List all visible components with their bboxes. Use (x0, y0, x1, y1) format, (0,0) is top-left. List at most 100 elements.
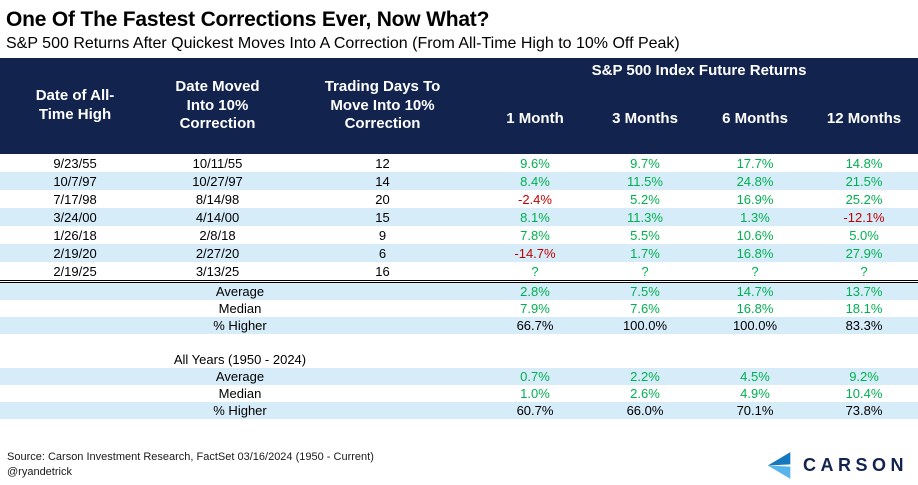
cell: 9.7% (630, 155, 660, 171)
table-row: 1/26/18 2/8/18 9 7.8% 5.5% 10.6% 5.0% (0, 226, 918, 244)
cell: 1.7% (590, 244, 700, 262)
chart-title: One Of The Fastest Corrections Ever, Now… (6, 8, 490, 31)
cell: 7.6% (630, 301, 660, 316)
cell: 2.2% (590, 368, 700, 385)
summary-label: % Higher (0, 317, 480, 334)
summary-label: Median (218, 386, 262, 401)
cell: 1.3% (700, 208, 810, 226)
footer: Source: Carson Investment Research, Fact… (7, 450, 908, 480)
cell: 100.0% (590, 317, 700, 334)
header-months-row: 1 Month 3 Months 6 Months 12 Months (0, 85, 918, 154)
cell: 4.5% (700, 368, 810, 385)
cell: 4.9% (740, 386, 770, 401)
cell: 2/27/20 (150, 244, 285, 262)
carson-logo-text: CARSON (802, 454, 908, 475)
cell: 10.4% (845, 386, 883, 401)
table-row: 10/7/97 10/27/97 14 8.4% 11.5% 24.8% 21.… (0, 172, 918, 190)
cell: 83.3% (810, 317, 918, 334)
cell: 0.7% (480, 368, 590, 385)
cell: 24.8% (700, 172, 810, 190)
cell: 9/23/55 (53, 155, 97, 171)
cell: 3/24/00 (0, 208, 150, 226)
cell: 16.9% (736, 191, 774, 207)
chart-subtitle: S&P 500 Returns After Quickest Moves Int… (6, 35, 680, 52)
summary-row-pct-higher: % Higher 60.7% 66.0% 70.1% 73.8% (0, 402, 918, 419)
col-header-trading-days: Trading Days To Move Into 10% Correction (285, 58, 480, 154)
cell: 17.7% (736, 155, 774, 171)
cell: 18.1% (845, 301, 883, 316)
table-row: 7/17/98 8/14/98 20 -2.4% 5.2% 16.9% 25.2… (0, 190, 918, 208)
cell: 16.8% (736, 301, 774, 316)
cell: 3/13/25 (195, 263, 240, 279)
cell: 14.8% (845, 155, 883, 171)
cell: 6 (285, 244, 480, 262)
cell: 73.8% (810, 402, 918, 419)
carson-logo: CARSON (767, 451, 908, 479)
table-row: 9/23/55 10/11/55 12 9.6% 9.7% 17.7% 14.8… (0, 154, 918, 172)
cell: 66.0% (590, 402, 700, 419)
cell: 70.1% (700, 402, 810, 419)
cell: 10/7/97 (0, 172, 150, 190)
col-header-1-month: 1 Month (480, 85, 590, 154)
cell: 11.5% (590, 172, 700, 190)
col-header-correction-date: Date Moved Into 10% Correction (150, 58, 285, 154)
cell: 14.7% (700, 280, 810, 300)
cell: 60.7% (480, 402, 590, 419)
cell: 7.5% (590, 280, 700, 300)
table-row: 2/19/20 2/27/20 6 -14.7% 1.7% 16.8% 27.9… (0, 244, 918, 262)
cell: ? (531, 263, 539, 279)
summary-label: Average (0, 368, 480, 385)
summary-row-average: Average 0.7% 2.2% 4.5% 9.2% (0, 368, 918, 385)
cell: ? (751, 263, 759, 279)
cell: 2/8/18 (199, 227, 236, 243)
cell: -14.7% (480, 244, 590, 262)
cell: 9 (378, 227, 387, 243)
cell: 9.6% (520, 155, 550, 171)
cell: 7.8% (520, 227, 550, 243)
cell: 16.8% (700, 244, 810, 262)
summary-row-average: Average 2.8% 7.5% 14.7% 13.7% (0, 280, 918, 300)
cell: -2.4% (518, 191, 552, 207)
cell: 2/19/25 (53, 263, 97, 279)
cell: 10/11/55 (192, 155, 243, 171)
cell: 20 (375, 191, 390, 207)
summary-label: Median (218, 301, 262, 316)
all-years-section-label: All Years (1950 - 2024) (173, 352, 307, 367)
cell: 2.8% (480, 280, 590, 300)
cell: 10.6% (736, 227, 774, 243)
table-row: 2/19/25 3/13/25 16 ? ? ? ? (0, 262, 918, 282)
cell: 12 (375, 155, 390, 171)
cell: 14 (285, 172, 480, 190)
cell: ? (641, 263, 649, 279)
header-group-label: S&P 500 Index Future Returns (480, 58, 918, 85)
summary-row-median: Median 1.0% 2.6% 4.9% 10.4% (0, 385, 918, 402)
cell: 8.4% (480, 172, 590, 190)
cell: 8.1% (480, 208, 590, 226)
all-years-section-row: All Years (1950 - 2024) (0, 351, 918, 368)
cell: 25.2% (845, 191, 883, 207)
summary-label: % Higher (0, 402, 480, 419)
cell: 1/26/18 (53, 227, 97, 243)
summary-label: Average (0, 280, 480, 300)
col-header-ath-date: Date of All- Time High (0, 58, 150, 154)
cell: 11.3% (590, 208, 700, 226)
table-header: Date of All- Time High Date Moved Into 1… (0, 58, 918, 154)
summary-row-median: Median 7.9% 7.6% 16.8% 18.1% (0, 300, 918, 317)
source-line: Source: Carson Investment Research, Fact… (7, 451, 374, 464)
col-header-3-months: 3 Months (590, 85, 700, 154)
returns-table: Date of All- Time High Date Moved Into 1… (0, 58, 918, 419)
col-header-12-months: 12 Months (810, 85, 918, 154)
col-header-6-months: 6 Months (700, 85, 810, 154)
cell: 16 (375, 263, 390, 279)
carson-chevron-icon (767, 451, 791, 479)
author-handle: @ryandetrick (7, 466, 72, 479)
cell: 1.0% (520, 386, 550, 401)
cell: -12.1% (810, 208, 918, 226)
cell: 5.0% (849, 227, 879, 243)
cell: 27.9% (810, 244, 918, 262)
cell: 21.5% (810, 172, 918, 190)
cell: 8/14/98 (195, 191, 240, 207)
cell: 9.2% (810, 368, 918, 385)
table-body: 9/23/55 10/11/55 12 9.6% 9.7% 17.7% 14.8… (0, 154, 918, 419)
